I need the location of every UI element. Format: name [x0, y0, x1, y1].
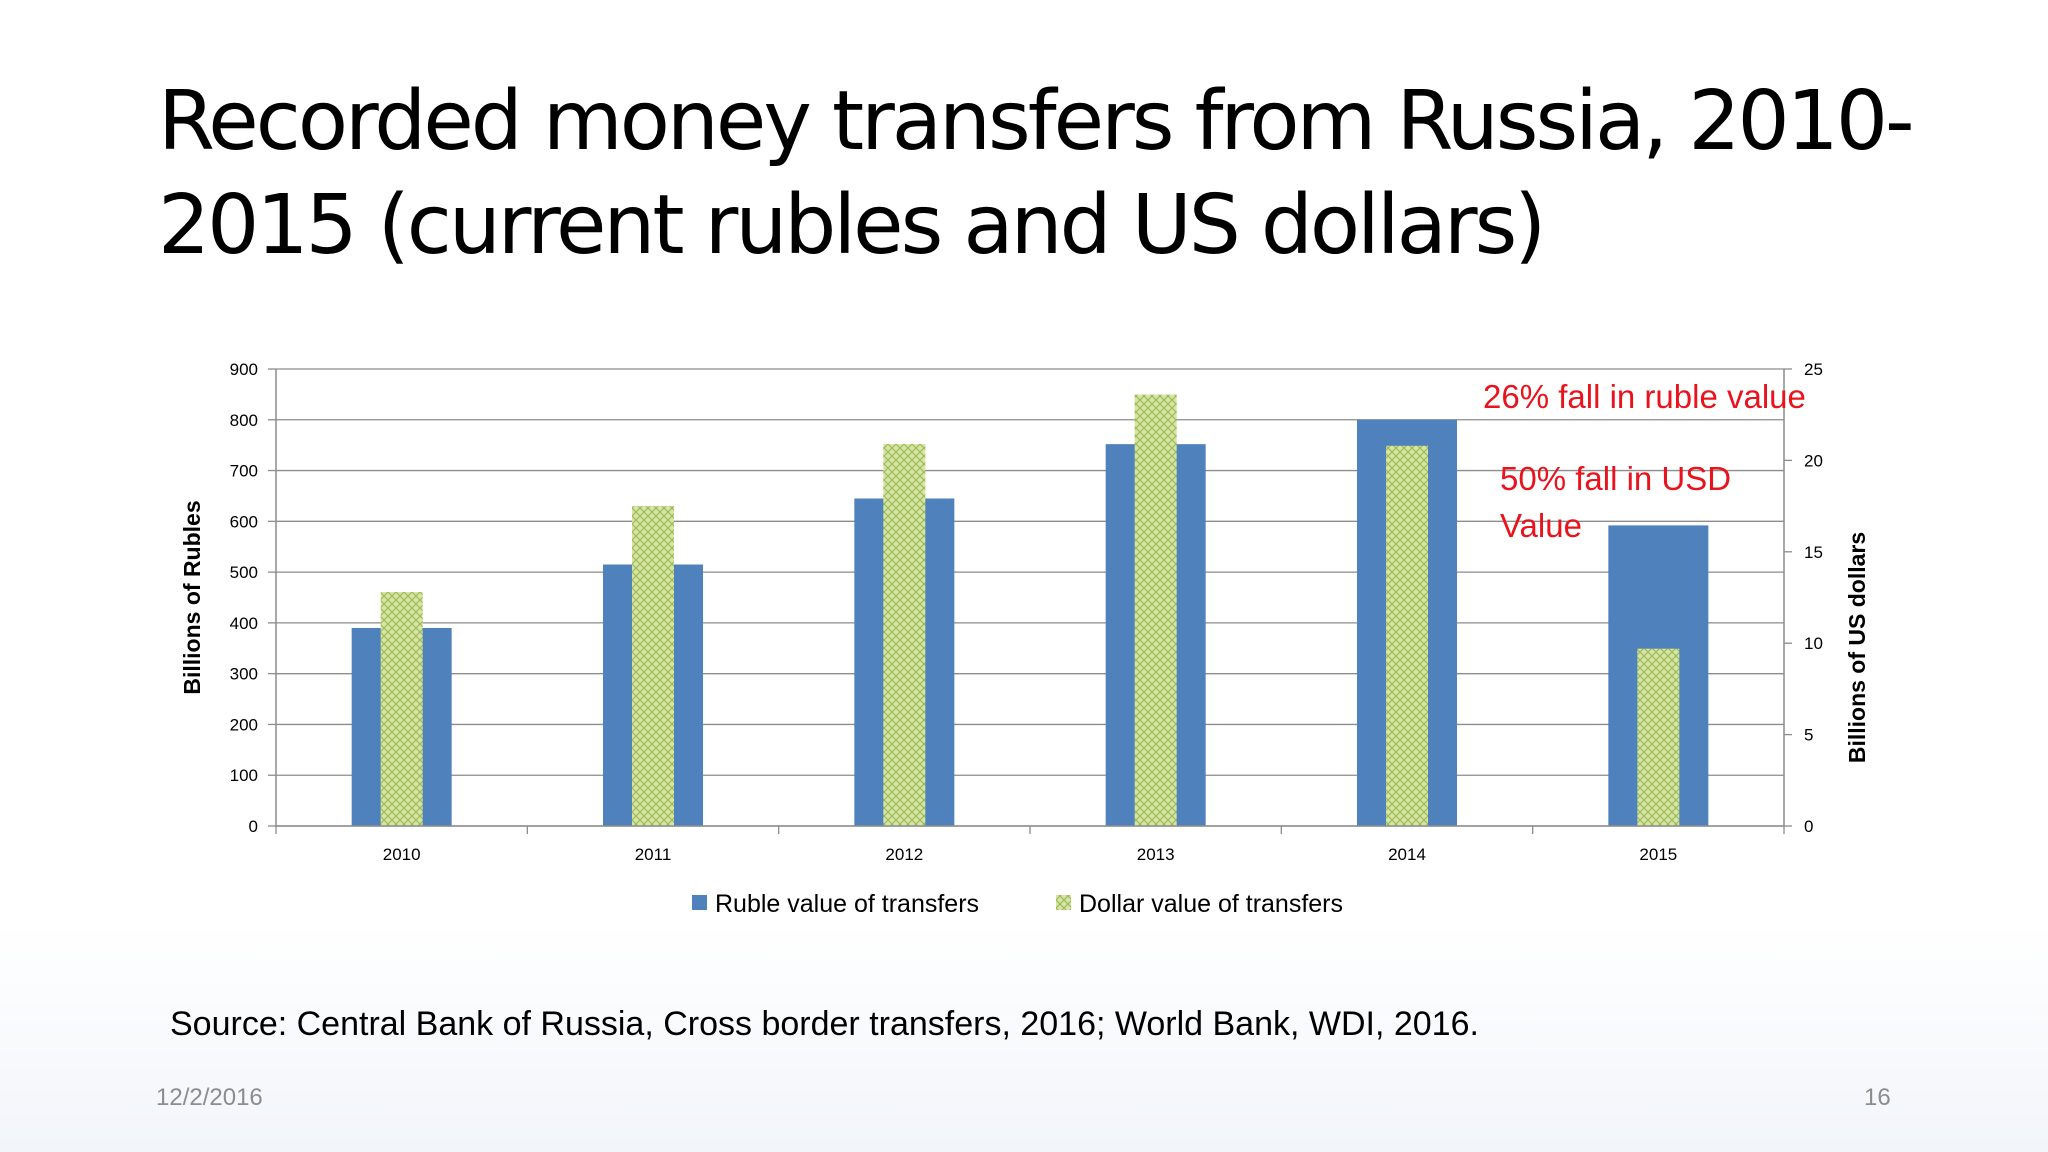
y-tick-label: 700 [230, 462, 258, 481]
gridlines [276, 368, 1784, 827]
legend-swatch-dollar [1056, 895, 1071, 910]
dollar-bar [883, 443, 926, 826]
dollar-bar [632, 506, 674, 826]
y-tick-label: 800 [230, 411, 258, 430]
dollar-bar [1386, 445, 1428, 826]
axes [268, 368, 1792, 834]
y2-tick-label: 10 [1804, 634, 1823, 653]
y-tick-label: 900 [230, 360, 258, 379]
x-tick-label: 2013 [1137, 845, 1175, 864]
annotation-usd-fall-line2: Value [1500, 507, 1582, 544]
x-tick-label: 2011 [635, 845, 672, 864]
bar-chart: 0 100 200 300 400 500 600 700 800 900 0 5 10 15 20 25 20… [179, 360, 1870, 918]
slide-title: Recorded money transfers from Russia, 20… [158, 70, 1958, 278]
y-tick-label: 100 [230, 766, 258, 785]
y-tick-label: 600 [230, 512, 258, 531]
dollar-bar [1134, 394, 1177, 826]
y-tick-label: 400 [230, 614, 258, 633]
x-tick-label: 2010 [383, 845, 421, 864]
y-axis-title: Billions of Rubles [179, 500, 205, 694]
legend-swatch-ruble [692, 895, 707, 910]
y-tick-label: 200 [230, 715, 258, 734]
annotation-usd-fall: 50% fall in USD [1500, 460, 1731, 497]
y2-tick-label: 5 [1804, 726, 1813, 745]
y-tick-label: 300 [230, 665, 258, 684]
annotation-ruble-fall: 26% fall in ruble value [1483, 378, 1806, 415]
page-number: 16 [1864, 1084, 1891, 1111]
x-tick-label: 2015 [1639, 845, 1677, 864]
legend-label-dollar: Dollar value of transfers [1079, 890, 1343, 918]
x-tick-label: 2012 [885, 845, 923, 864]
y2-tick-label: 15 [1804, 543, 1823, 562]
y2-tick-label: 20 [1804, 451, 1823, 470]
source-note: Source: Central Bank of Russia, Cross bo… [170, 1005, 1479, 1043]
title-line-1: Recorded money transfers from Russia, 20… [158, 74, 1915, 169]
dollar-bar [1637, 648, 1680, 826]
legend-label-ruble: Ruble value of transfers [715, 890, 979, 918]
dollar-bar [380, 592, 423, 826]
title-line-2: 2015 (current rubles and US dollars) [158, 178, 1546, 273]
y2-tick-label: 25 [1804, 360, 1823, 379]
slide-date: 12/2/2016 [156, 1084, 263, 1111]
legend: Ruble value of transfers Dollar value of … [692, 890, 1343, 918]
y-tick-label: 500 [230, 563, 258, 582]
axis-labels: 0 100 200 300 400 500 600 700 800 900 0 5 10 15 20 25 20… [179, 360, 1870, 864]
bars [351, 394, 1709, 826]
y-tick-label: 0 [249, 817, 258, 836]
x-tick-label: 2014 [1388, 845, 1426, 864]
y2-tick-label: 0 [1804, 817, 1813, 836]
annotations: 26% fall in ruble value 50% fall in USD Va… [1483, 378, 1806, 544]
y2-axis-title: Billions of US dollars [1844, 532, 1870, 763]
